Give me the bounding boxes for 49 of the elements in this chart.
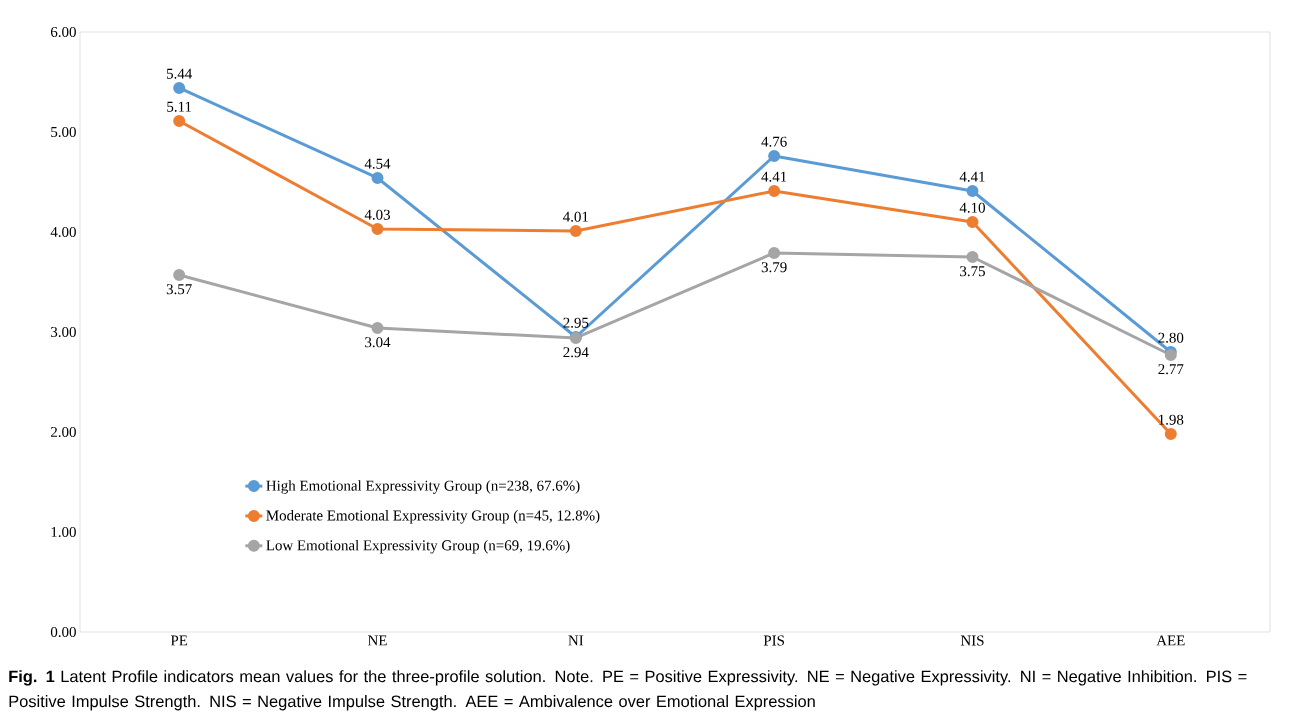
- y-tick-label: 0.00: [50, 626, 76, 638]
- data-label: 5.11: [167, 101, 192, 112]
- y-tick-label: 1.00: [51, 526, 76, 538]
- data-label: 2.94: [563, 347, 589, 358]
- y-tick-label: 5.00: [51, 126, 76, 138]
- data-label: 2.95: [563, 317, 589, 328]
- y-tick-label: 3.00: [51, 326, 76, 338]
- data-label: 4.03: [364, 209, 390, 220]
- legend-label: Moderate Emotional Expressivity Group (n=45, 12.8%): [266, 510, 600, 524]
- data-label: 3.04: [365, 337, 391, 348]
- point: [371, 171, 384, 184]
- point: [768, 149, 781, 162]
- point: [371, 321, 384, 334]
- x-tick-label: NE: [367, 635, 387, 646]
- data-label: 2.77: [1158, 364, 1184, 375]
- point: [768, 246, 781, 259]
- point: [966, 184, 979, 197]
- point: [173, 81, 186, 94]
- point: [966, 250, 979, 263]
- data-label: 4.41: [959, 171, 985, 182]
- data-label: 3.79: [761, 262, 787, 273]
- x-tick-label: AEE: [1156, 635, 1185, 646]
- legend-label: Low Emotional Expressivity Group (n=69, 19.6%): [266, 539, 570, 554]
- data-label: 3.75: [960, 266, 985, 277]
- x-tick-label: PIS: [763, 635, 784, 646]
- point: [768, 184, 781, 197]
- x-tick-label: PE: [170, 635, 188, 646]
- data-label: 5.44: [166, 68, 193, 79]
- x-tick-label: NI: [568, 635, 584, 646]
- data-label: 4.76: [761, 136, 787, 147]
- point: [966, 215, 979, 228]
- point: [173, 114, 186, 127]
- point: [1164, 427, 1177, 440]
- data-label: 3.57: [166, 284, 192, 295]
- data-label: 4.41: [761, 171, 787, 182]
- text: Fig. 1 Latent Profile indicators mean values for the three-profile solution. Note. PE = Positive Expressivity. NE = Negative Expressivity. NI = Negative Inhibition. PIS = Positive Impulse Strength. NIS = Negative Impulse Strength. AEE = Ambivalence over Emotional Expression: [9, 670, 1247, 711]
- data-label: 1.98: [1159, 414, 1184, 425]
- y-tick-label: 2.00: [50, 426, 76, 438]
- data-label: 4.54: [364, 158, 391, 169]
- point: [569, 224, 582, 237]
- x-tick-label: NIS: [960, 635, 984, 646]
- data-label: 4.01: [563, 211, 588, 222]
- data-label: 2.80: [1158, 332, 1184, 343]
- point: [371, 222, 384, 235]
- y-tick-label: 4.00: [50, 226, 76, 238]
- data-label: 4.10: [959, 202, 985, 213]
- point: [173, 268, 186, 281]
- legend-label: High Emotional Expressivity Group (n=238, 67.6%): [266, 480, 580, 494]
- y-tick-label: 6.00: [50, 26, 76, 38]
